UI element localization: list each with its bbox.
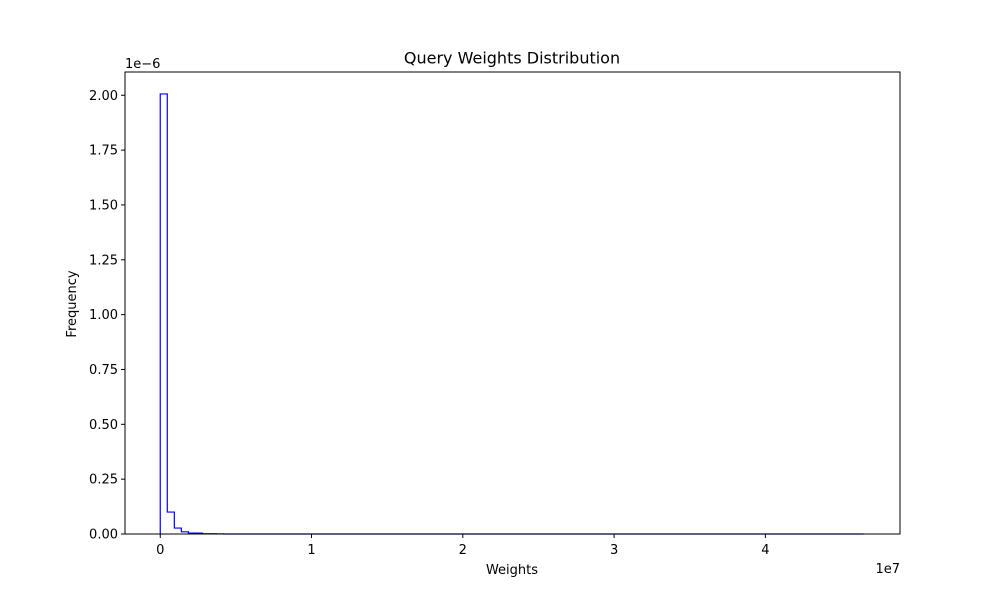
y-tick-label: 1.00	[89, 308, 118, 323]
y-tick-label: 0.00	[89, 528, 118, 543]
y-axis-label: Frequency	[65, 270, 80, 337]
x-tick-label: 4	[761, 543, 769, 558]
y-tick-label: 0.75	[89, 363, 118, 378]
x-tick-label: 2	[459, 543, 467, 558]
y-tick-label: 0.50	[89, 418, 118, 433]
x-offset-label: 1e7	[875, 562, 900, 577]
y-tick-label: 2.00	[89, 89, 118, 104]
y-tick-label: 1.25	[89, 253, 118, 268]
x-tick-label: 1	[307, 543, 315, 558]
axes-frame	[124, 71, 901, 535]
x-axis-label: Weights	[486, 563, 538, 578]
x-axis-ticks: 0 1 2 3 4	[156, 534, 770, 558]
chart-title: Query Weights Distribution	[404, 49, 620, 68]
y-tick-label: 1.50	[89, 198, 118, 213]
x-tick-label: 0	[156, 543, 164, 558]
y-axis-ticks: 0.00 0.25 0.50 0.75 1.00 1.25 1.50 1.75 2.00	[89, 89, 125, 543]
x-tick-label: 3	[610, 543, 618, 558]
y-tick-label: 0.25	[89, 473, 118, 488]
y-tick-label: 1.75	[89, 144, 118, 159]
y-offset-label: 1e−6	[125, 57, 160, 72]
